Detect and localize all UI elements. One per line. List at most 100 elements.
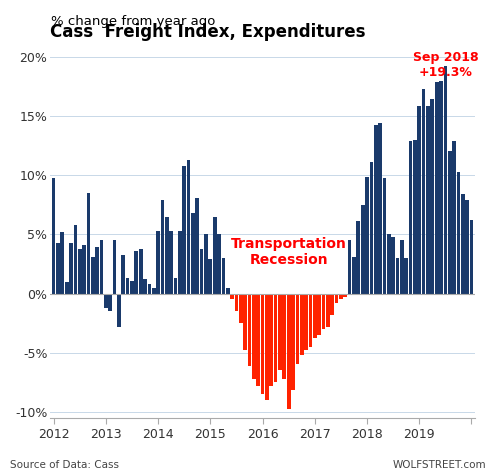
Bar [195,198,199,294]
Bar [339,294,343,299]
Bar [165,217,169,294]
Bar [426,105,430,294]
Bar [122,255,125,294]
Text: Transportation
Recession: Transportation Recession [231,237,347,267]
Bar [465,200,469,294]
Bar [217,235,221,294]
Bar [304,294,308,350]
Bar [256,294,260,386]
Bar [409,141,412,294]
Bar [235,294,238,311]
Bar [65,282,68,294]
Bar [143,279,147,294]
Bar [108,294,112,311]
Bar [100,240,103,294]
Bar [352,257,356,294]
Bar [274,294,277,382]
Bar [326,294,330,327]
Bar [382,178,386,294]
Bar [309,294,312,347]
Bar [239,294,243,323]
Bar [300,294,304,355]
Bar [387,235,391,294]
Bar [174,278,178,294]
Bar [265,294,269,400]
Bar [244,294,247,350]
Bar [147,284,151,294]
Bar [213,217,217,294]
Bar [461,194,465,294]
Text: Cass  Freight Index, Expenditures: Cass Freight Index, Expenditures [50,23,366,41]
Bar [413,140,417,294]
Bar [443,66,447,294]
Bar [422,89,426,294]
Bar [435,82,438,294]
Bar [117,294,121,327]
Bar [448,151,451,294]
Bar [321,294,325,329]
Bar [343,294,347,297]
Bar [95,247,99,294]
Bar [431,99,434,294]
Bar [283,294,286,379]
Bar [204,235,208,294]
Bar [374,124,377,294]
Bar [56,243,60,294]
Bar [230,294,234,299]
Bar [404,258,408,294]
Bar [156,231,160,294]
Bar [452,141,456,294]
Bar [400,240,404,294]
Bar [418,105,421,294]
Bar [313,294,316,338]
Bar [470,220,473,294]
Bar [69,243,73,294]
Bar [361,205,365,294]
Bar [61,232,64,294]
Bar [396,258,399,294]
Bar [113,240,117,294]
Bar [348,240,352,294]
Bar [87,193,90,294]
Bar [370,162,373,294]
Bar [252,294,256,379]
Bar [134,251,138,294]
Bar [91,257,95,294]
Bar [439,81,443,294]
Bar [222,258,225,294]
Bar [183,166,186,294]
Bar [73,225,77,294]
Bar [457,172,460,294]
Bar [82,245,86,294]
Bar [378,124,382,294]
Bar [261,294,264,394]
Text: WOLFSTREET.com: WOLFSTREET.com [392,460,486,470]
Text: Sep 2018
+19.3%: Sep 2018 +19.3% [413,51,478,79]
Bar [317,294,321,335]
Bar [335,294,338,303]
Bar [296,294,299,364]
Text: % change from year ago: % change from year ago [52,15,216,28]
Bar [152,288,156,294]
Bar [104,294,108,308]
Bar [391,237,395,294]
Bar [208,259,212,294]
Bar [248,294,251,366]
Bar [278,294,282,370]
Bar [365,177,369,294]
Bar [357,221,360,294]
Bar [226,288,230,294]
Bar [291,294,295,390]
Bar [52,178,56,294]
Bar [178,231,182,294]
Bar [126,278,129,294]
Bar [139,248,142,294]
Bar [287,294,291,409]
Bar [330,294,334,315]
Bar [169,231,173,294]
Bar [200,248,203,294]
Bar [161,200,164,294]
Text: Source of Data: Cass: Source of Data: Cass [10,460,119,470]
Bar [186,160,190,294]
Bar [269,294,273,386]
